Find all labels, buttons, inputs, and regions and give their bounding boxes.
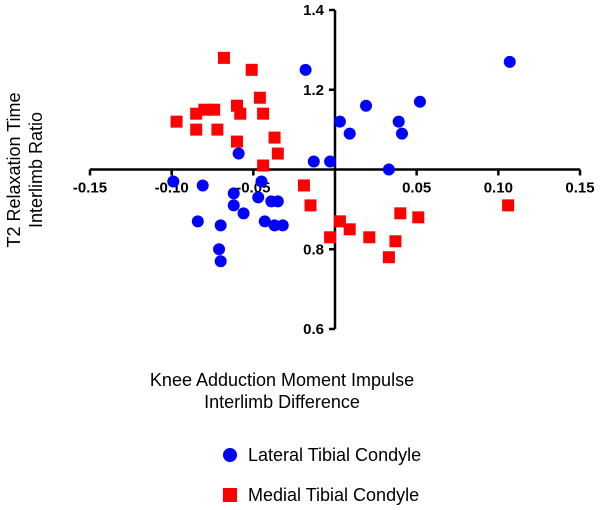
legend-label: Medial Tibial Condyle [248,485,419,505]
legend-item: Lateral Tibial Condyle [223,445,421,465]
data-point-square [502,199,515,212]
data-point-circle [252,191,265,204]
data-point-square [268,131,281,144]
data-point-square [257,107,270,120]
data-point-circle [299,63,312,76]
data-points [167,51,516,268]
data-point-square [304,199,317,212]
data-point-circle [333,115,346,128]
data-point-circle [382,163,395,176]
data-point-square [190,123,203,136]
x-tick-label: -0.15 [73,180,107,197]
y-axis-title-line: Interlimb Ratio [26,112,46,228]
series-1 [167,55,516,268]
data-point-circle [227,187,240,200]
x-axis-title: Knee Adduction Moment Impulse Interlimb D… [150,370,414,412]
legend-label: Lateral Tibial Condyle [248,445,421,465]
ticks: -0.15 -0.10 -0.05 0.05 0.10 0.150.60.81.21.4 [73,2,595,338]
x-tick-label: 0.15 [565,180,594,197]
data-point-circle [395,127,408,140]
y-axis-title-line: T2 Relaxation Time [4,92,24,247]
data-point-square [245,63,258,76]
data-point-square [324,231,337,244]
data-point-square [363,231,376,244]
data-point-circle [503,55,516,68]
x-tick-label: -0.10 [155,180,189,197]
data-point-square [389,235,402,248]
data-point-circle [360,99,373,112]
data-point-square [271,147,284,160]
data-point-circle [324,155,337,168]
data-point-circle [214,219,227,232]
data-point-square [257,159,270,172]
x-tick-label: 0.10 [484,180,513,197]
series-2 [170,51,515,264]
legend-item: Medial Tibial Condyle [223,485,419,505]
data-point-circle [307,155,320,168]
y-tick-label: 1.4 [303,2,325,19]
y-tick-label: 0.6 [303,321,324,338]
data-point-circle [196,179,209,192]
data-point-circle [271,195,284,208]
legend-circle-icon [223,448,237,462]
data-point-square [382,251,395,264]
data-point-circle [258,215,271,228]
data-point-circle [213,243,226,256]
data-point-square [297,179,310,192]
data-point-circle [167,175,180,188]
axis-titles: T2 Relaxation Time Interlimb Ratio Knee Ad… [4,92,414,412]
x-tick-label: 0.05 [402,180,431,197]
x-axis-title-line: Interlimb Difference [204,392,360,412]
data-point-square [394,207,407,220]
legend-square-icon [223,488,237,502]
data-point-circle [191,215,204,228]
data-point-square [217,51,230,64]
x-axis-title-line: Knee Adduction Moment Impulse [150,370,414,390]
data-point-circle [276,219,289,232]
y-tick-label: 0.8 [303,241,324,258]
data-point-circle [413,95,426,108]
data-point-square [208,103,221,116]
data-point-circle [214,255,227,268]
data-point-square [412,211,425,224]
data-point-square [211,123,224,136]
data-point-square [198,103,211,116]
data-point-circle [255,175,268,188]
data-point-square [253,91,266,104]
data-point-circle [227,199,240,212]
data-point-circle [392,115,405,128]
y-tick-label: 1.2 [303,82,324,99]
data-point-square [234,107,247,120]
data-point-square [343,223,356,236]
data-point-square [231,135,243,148]
legend: Lateral Tibial Condyle Medial Tibial Cond… [223,445,421,505]
data-point-circle [232,147,245,160]
y-axis-title: T2 Relaxation Time Interlimb Ratio [4,92,46,247]
data-point-circle [343,127,356,140]
data-point-square [170,115,183,128]
data-point-square [333,215,346,228]
data-point-circle [237,207,250,220]
